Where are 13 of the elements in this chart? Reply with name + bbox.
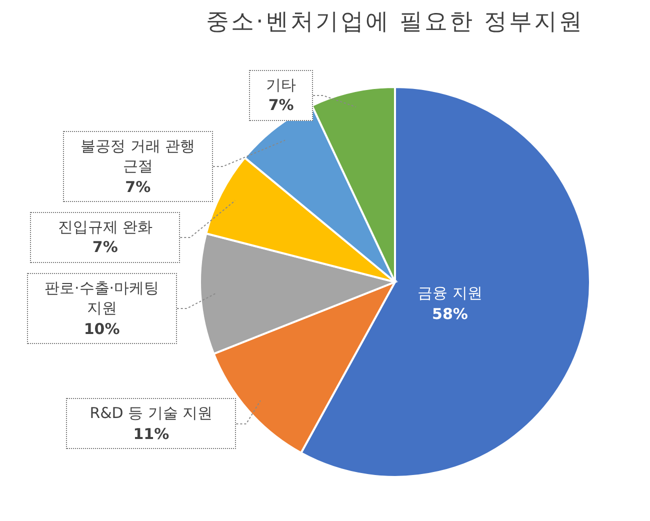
- slice-label: R&D 등 기술 지원: [88, 403, 214, 424]
- slice-label: 불공정 거래 관행 근절: [80, 136, 196, 176]
- data-label: 11%: [132, 424, 170, 444]
- data-label: 7%: [267, 95, 295, 116]
- slice-label: 판로·수출·마케팅 지원: [44, 278, 160, 318]
- chart-title: 중소·벤처기업에 필요한 정부지원: [205, 8, 585, 37]
- slice-label: 금융 지원: [418, 282, 482, 304]
- slice-label: 기타: [265, 75, 298, 96]
- slice-label: 진입규제 완화: [56, 217, 154, 238]
- data-label: 7%: [91, 237, 119, 258]
- data-label: 7%: [124, 176, 152, 197]
- data-label: 10%: [82, 318, 121, 339]
- data-label: 58%: [432, 304, 468, 323]
